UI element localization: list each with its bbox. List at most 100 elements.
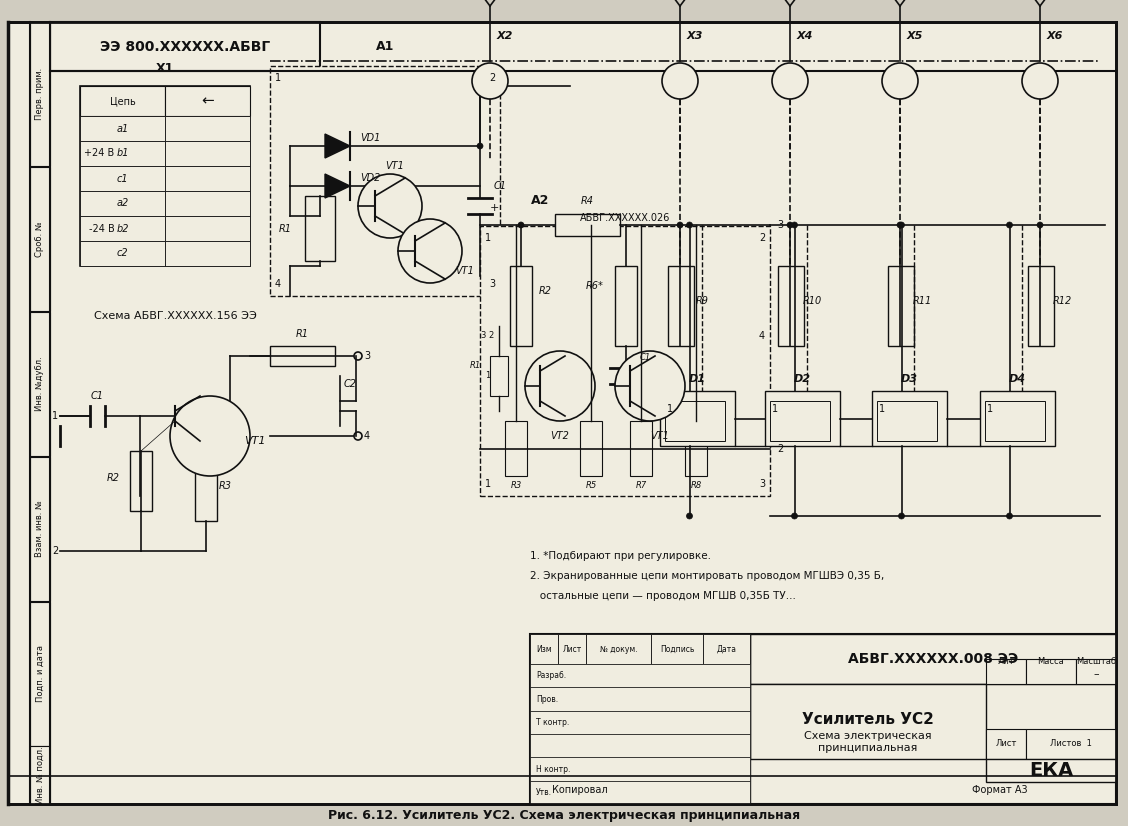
Bar bbox=[778, 266, 804, 346]
Text: VT1: VT1 bbox=[456, 266, 475, 276]
Text: –: – bbox=[1093, 669, 1099, 679]
Text: VT1: VT1 bbox=[245, 436, 266, 446]
Text: Подп. и дата: Подп. и дата bbox=[35, 645, 44, 702]
Text: Инв. № подл.: Инв. № подл. bbox=[35, 746, 44, 804]
Text: R2: R2 bbox=[538, 286, 552, 296]
Bar bbox=[80, 86, 165, 116]
Text: Схема электрическая
принципиальная: Схема электрическая принципиальная bbox=[804, 731, 932, 752]
Bar bbox=[505, 421, 527, 476]
Circle shape bbox=[687, 513, 693, 519]
Bar bbox=[1028, 266, 1054, 346]
Text: C1: C1 bbox=[640, 354, 651, 363]
Text: R2: R2 bbox=[107, 473, 120, 483]
Bar bbox=[1026, 659, 1076, 684]
Bar bbox=[165, 86, 250, 116]
Text: 2: 2 bbox=[777, 444, 783, 454]
Text: X4: X4 bbox=[796, 31, 813, 41]
Text: 3: 3 bbox=[488, 279, 495, 289]
Bar bbox=[530, 734, 750, 757]
Text: 3: 3 bbox=[364, 351, 370, 361]
Bar bbox=[481, 226, 770, 496]
Bar bbox=[530, 781, 750, 804]
Circle shape bbox=[899, 222, 905, 228]
Text: Цепь: Цепь bbox=[109, 96, 135, 106]
Text: C1: C1 bbox=[90, 391, 104, 401]
Bar bbox=[765, 391, 840, 446]
Bar bbox=[888, 266, 914, 346]
Bar bbox=[270, 346, 335, 366]
Text: Перв. прим.: Перв. прим. bbox=[35, 68, 44, 120]
Bar bbox=[872, 391, 948, 446]
Bar bbox=[80, 191, 165, 216]
Bar bbox=[30, 746, 50, 804]
Bar bbox=[770, 401, 830, 441]
Text: +24 В: +24 В bbox=[85, 149, 115, 159]
Text: 2: 2 bbox=[488, 73, 495, 83]
Bar bbox=[558, 634, 587, 664]
Text: 3 2: 3 2 bbox=[482, 331, 494, 340]
Bar bbox=[80, 141, 165, 166]
Text: VD2: VD2 bbox=[360, 173, 380, 183]
Text: Подпись: Подпись bbox=[660, 644, 694, 653]
Bar bbox=[80, 216, 165, 241]
Text: X5: X5 bbox=[907, 31, 923, 41]
Text: VT1: VT1 bbox=[651, 431, 669, 441]
Text: b1: b1 bbox=[116, 149, 129, 159]
Text: АБВГ.XXXXXX.008 ЭЭ: АБВГ.XXXXXX.008 ЭЭ bbox=[848, 652, 1019, 666]
Bar bbox=[305, 196, 335, 261]
Text: VD1: VD1 bbox=[360, 133, 380, 143]
Text: № докум.: № докум. bbox=[600, 644, 637, 653]
Text: Лист: Лист bbox=[563, 644, 582, 653]
Text: 1: 1 bbox=[485, 479, 491, 489]
Bar bbox=[195, 461, 217, 521]
Text: 2: 2 bbox=[759, 233, 765, 243]
Text: R3: R3 bbox=[510, 481, 521, 490]
Circle shape bbox=[354, 352, 362, 360]
Bar bbox=[651, 634, 703, 664]
Text: VT2: VT2 bbox=[550, 431, 570, 441]
Text: 1: 1 bbox=[485, 233, 491, 243]
Circle shape bbox=[792, 513, 797, 519]
Text: Усилитель УС2: Усилитель УС2 bbox=[802, 711, 934, 727]
Text: X2: X2 bbox=[496, 31, 513, 41]
Text: 1: 1 bbox=[485, 372, 491, 381]
Text: R7: R7 bbox=[635, 481, 646, 490]
Circle shape bbox=[662, 63, 698, 99]
Text: C1: C1 bbox=[494, 181, 506, 191]
Bar bbox=[530, 664, 750, 687]
Text: Т контр.: Т контр. bbox=[536, 718, 570, 727]
Text: АБВГ.XXXXXX.026: АБВГ.XXXXXX.026 bbox=[580, 213, 670, 223]
Bar bbox=[50, 22, 320, 71]
Text: 3: 3 bbox=[759, 479, 765, 489]
Bar bbox=[165, 216, 250, 241]
Text: R3: R3 bbox=[219, 481, 231, 491]
Circle shape bbox=[899, 513, 905, 519]
Bar bbox=[660, 391, 735, 446]
Text: Масштаб: Масштаб bbox=[1076, 657, 1116, 666]
Text: Лист: Лист bbox=[995, 739, 1016, 748]
Text: 1: 1 bbox=[52, 411, 58, 421]
Text: 1: 1 bbox=[879, 404, 885, 414]
Text: D4: D4 bbox=[1010, 374, 1026, 384]
Text: 2: 2 bbox=[52, 546, 59, 556]
Bar bbox=[580, 421, 602, 476]
Polygon shape bbox=[325, 134, 350, 158]
Circle shape bbox=[687, 222, 693, 228]
Bar bbox=[510, 266, 532, 346]
Circle shape bbox=[1006, 513, 1013, 519]
Circle shape bbox=[792, 222, 797, 228]
Text: Схема АБВГ.XXXXXX.156 ЭЭ: Схема АБВГ.XXXXXX.156 ЭЭ bbox=[94, 311, 256, 321]
Bar bbox=[165, 191, 250, 216]
Text: a1: a1 bbox=[116, 124, 129, 134]
Circle shape bbox=[772, 63, 808, 99]
Text: 4: 4 bbox=[275, 279, 281, 289]
Text: Инв. №дубл.: Инв. №дубл. bbox=[35, 357, 44, 411]
Bar bbox=[986, 659, 1026, 684]
Circle shape bbox=[1037, 222, 1043, 228]
Bar bbox=[750, 634, 1116, 684]
Text: 2. Экранированные цепи монтировать проводом МГШВЭ 0,35 Б,: 2. Экранированные цепи монтировать прово… bbox=[530, 571, 884, 581]
Bar bbox=[668, 266, 694, 346]
Circle shape bbox=[358, 174, 422, 238]
Bar bbox=[980, 391, 1055, 446]
Text: ЭЭ 800.XXXXXX.АБВГ: ЭЭ 800.XXXXXX.АБВГ bbox=[100, 40, 270, 54]
